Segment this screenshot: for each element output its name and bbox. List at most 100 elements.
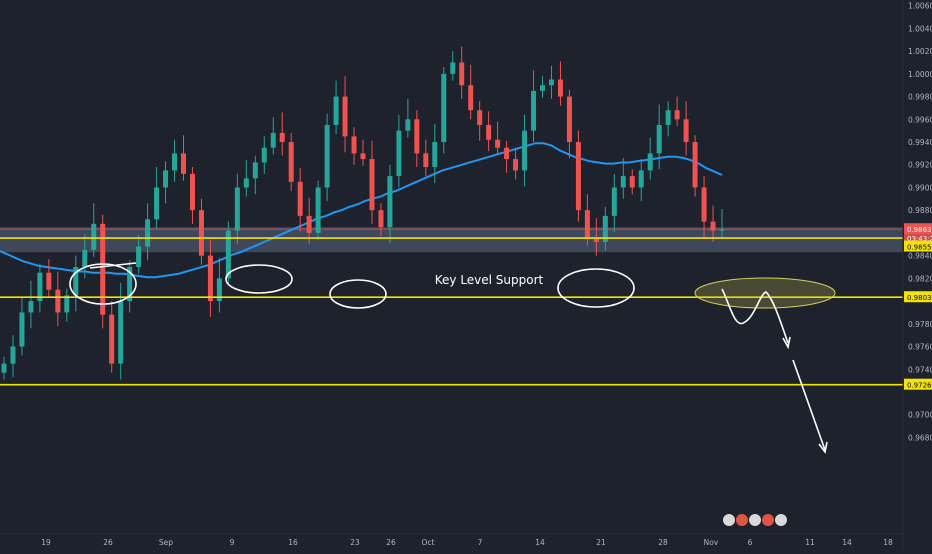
candle-body bbox=[423, 153, 429, 168]
x-tick-label: 18 bbox=[883, 538, 893, 547]
time-axis[interactable]: 19 26 Sep 9 16 23 26 Oct 7 14 21 28 Nov 6 11 14 18 bbox=[41, 538, 893, 547]
x-tick-label: 26 bbox=[386, 538, 396, 547]
candle-body bbox=[1, 363, 7, 373]
candle-body bbox=[73, 267, 79, 296]
y-tick-label: 1.00400 bbox=[908, 24, 932, 33]
candle-body bbox=[701, 187, 707, 222]
x-tick-label: 9 bbox=[230, 538, 235, 547]
moving-average-layer bbox=[0, 142, 723, 279]
x-tick-label: 14 bbox=[535, 538, 545, 547]
candle-body bbox=[207, 255, 213, 302]
candle-body bbox=[118, 301, 124, 364]
y-tick-label: 1.00200 bbox=[908, 47, 932, 56]
candle-body bbox=[548, 79, 554, 86]
projection-arrow-line bbox=[792, 359, 826, 451]
candle-body bbox=[638, 170, 644, 188]
x-tick-label: 26 bbox=[103, 538, 113, 547]
candle-body bbox=[252, 162, 258, 179]
candle-body bbox=[557, 79, 563, 97]
candle-body bbox=[279, 132, 285, 143]
candle-body bbox=[306, 215, 312, 233]
price-badge bbox=[904, 291, 932, 303]
candle-body bbox=[64, 295, 70, 313]
candle-body bbox=[674, 110, 680, 120]
candle-body bbox=[28, 301, 34, 313]
candle-body bbox=[189, 173, 195, 211]
candle-body bbox=[540, 85, 545, 91]
candle-body bbox=[46, 272, 52, 290]
candle-body bbox=[656, 124, 662, 154]
price-badge-label: 0.98034 bbox=[907, 294, 932, 302]
x-tick-label: 19 bbox=[41, 538, 51, 547]
y-tick-label: 1.00600 bbox=[908, 2, 932, 11]
annotation-stroke bbox=[89, 262, 137, 269]
candle-body bbox=[719, 229, 725, 231]
candle-body bbox=[136, 246, 142, 267]
candle-body bbox=[261, 147, 267, 163]
price-badge bbox=[904, 223, 932, 235]
candle-body bbox=[19, 312, 25, 347]
price-badge-label: 0.98555 bbox=[907, 244, 932, 252]
candle-body bbox=[387, 176, 393, 228]
candle-body bbox=[629, 176, 635, 188]
support-zone-layer bbox=[0, 227, 903, 253]
horizontal-levels-layer bbox=[0, 237, 903, 386]
price-badge bbox=[904, 240, 932, 252]
price-badge-label: 0.98633 bbox=[907, 226, 932, 234]
projection-path bbox=[721, 288, 789, 344]
y-tick-label: 0.96800 bbox=[908, 433, 932, 442]
candle-body bbox=[531, 90, 537, 131]
candle-body bbox=[620, 176, 626, 188]
candle-body bbox=[468, 85, 474, 111]
candle-body bbox=[683, 119, 689, 143]
candle-body bbox=[647, 153, 653, 171]
candle-body bbox=[665, 110, 671, 125]
x-tick-label: 6 bbox=[748, 538, 753, 547]
x-tick-label: 7 bbox=[478, 538, 483, 547]
candle-body bbox=[459, 62, 465, 86]
candle-body bbox=[37, 272, 43, 302]
x-tick-label: 21 bbox=[596, 538, 606, 547]
candle-body bbox=[513, 159, 519, 171]
price-badge-label: 03:43:21 bbox=[907, 235, 932, 243]
x-tick-label: Nov bbox=[704, 538, 719, 547]
candle-body bbox=[486, 124, 492, 140]
price-badge bbox=[904, 232, 932, 244]
candle-body bbox=[369, 159, 375, 211]
candle-body bbox=[692, 142, 698, 188]
annotation-circle bbox=[329, 279, 387, 309]
candle-body bbox=[100, 223, 106, 315]
candle-body bbox=[432, 142, 438, 168]
candle-body bbox=[243, 178, 249, 188]
candle-body bbox=[522, 130, 528, 171]
x-tick-label: 14 bbox=[842, 538, 852, 547]
candle-body bbox=[181, 153, 186, 174]
candles-layer bbox=[1, 46, 725, 380]
candle-body bbox=[575, 142, 581, 211]
projection-arrowhead bbox=[782, 336, 791, 350]
candle-body bbox=[450, 62, 456, 74]
x-tick-label: Sep bbox=[159, 538, 173, 547]
candle-body bbox=[127, 267, 133, 302]
price-badge-label: 0.97264 bbox=[907, 382, 932, 390]
watermark-logo bbox=[723, 514, 787, 526]
candle-body bbox=[288, 142, 294, 182]
candle-body bbox=[477, 110, 483, 125]
candle-body bbox=[504, 147, 510, 160]
candle-body bbox=[602, 215, 608, 243]
candle-body bbox=[163, 170, 169, 188]
x-tick-label: 11 bbox=[805, 538, 815, 547]
candle-body bbox=[10, 346, 16, 364]
candle-body bbox=[342, 96, 348, 137]
